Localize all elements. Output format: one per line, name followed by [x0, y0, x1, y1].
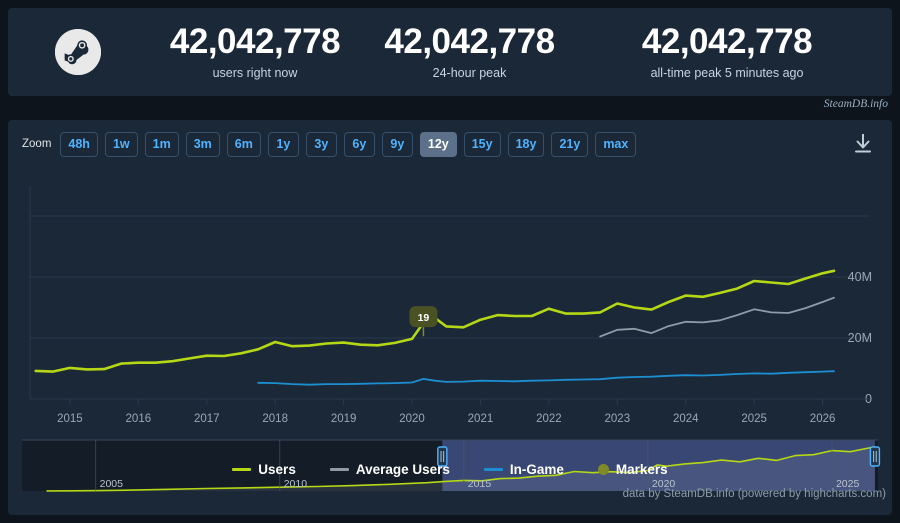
- legend-label: Average Users: [355, 461, 450, 477]
- zoom-button-21y[interactable]: 21y: [551, 131, 589, 157]
- navigator-area: [46, 447, 875, 491]
- x-axis-label: 2020: [399, 413, 425, 425]
- navigator-handle-left[interactable]: [437, 446, 448, 467]
- plot-area[interactable]: 0 20M 40M 2015 2016 2017 2018 2019 2020 2021 2022 2…: [8, 168, 892, 515]
- marker-badge[interactable]: [409, 306, 438, 328]
- zoom-button-group: 48h 1w 1m 3m 6m 1y 3y 6y 9y 12y 15y 18y 21y max: [60, 131, 643, 157]
- stat-all-time-peak: 42,042,778 all-time peak 5 minutes ago: [577, 21, 877, 82]
- navigator-year-label: 2005: [100, 478, 124, 490]
- zoom-button-1w[interactable]: 1w: [104, 131, 138, 157]
- x-axis-label: 2021: [468, 413, 494, 425]
- x-axis-label: 2016: [126, 413, 152, 425]
- navigator-handle-body[interactable]: [437, 446, 448, 467]
- x-axis-label: 2019: [331, 413, 357, 425]
- marker-badge-label: 19: [418, 312, 430, 324]
- legend-dot-icon: [597, 463, 609, 475]
- navigator-series-line: [46, 446, 876, 492]
- y-axis-label: 40M: [848, 270, 872, 284]
- zoom-button-1m[interactable]: 1m: [144, 131, 179, 157]
- x-axis-label: 2018: [262, 413, 288, 425]
- steam-logo-wrap: [8, 29, 148, 75]
- range-selector-bar: Zoom 48h 1w 1m 3m 6m 1y 3y 6y 9y 12y 15y 18y 21y max: [8, 120, 892, 168]
- zoom-button-12y[interactable]: 12y: [419, 131, 457, 157]
- x-axis-label: 2017: [194, 413, 220, 425]
- stat-value: 42,042,778: [169, 21, 341, 61]
- zoom-button-9y[interactable]: 9y: [381, 131, 413, 157]
- zoom-button-18y[interactable]: 18y: [507, 131, 545, 157]
- stat-users-right-now: 42,042,778 users right now: [148, 21, 362, 82]
- x-axis-label: 2015: [57, 413, 83, 425]
- y-axis-label: 20M: [848, 331, 872, 345]
- legend-line-icon: [232, 467, 252, 471]
- stat-label: users right now: [212, 65, 298, 80]
- stat-24-hour-peak: 42,042,778 24-hour peak: [362, 21, 577, 82]
- watermark: SteamDB.info: [823, 98, 888, 110]
- legend-item-average-users[interactable]: Average Users: [329, 461, 450, 477]
- legend-item-in-game[interactable]: In-Game: [483, 461, 564, 477]
- navigator-year-label: 2020: [652, 478, 676, 490]
- stats-panel: 42,042,778 users right now 42,042,778 24…: [8, 8, 892, 96]
- series-line-average-users[interactable]: [599, 296, 835, 338]
- zoom-button-3y[interactable]: 3y: [305, 131, 337, 157]
- navigator-year-label: 2025: [836, 478, 860, 490]
- series-line-in-game[interactable]: [257, 370, 835, 386]
- stat-label: all-time peak 5 minutes ago: [650, 65, 804, 80]
- x-axis-label: 2024: [673, 413, 699, 425]
- download-icon[interactable]: [852, 132, 874, 156]
- legend-item-markers[interactable]: Markers: [597, 461, 668, 477]
- zoom-button-max[interactable]: max: [595, 131, 637, 157]
- steam-logo: [55, 29, 101, 75]
- navigator-year-label: 2010: [284, 478, 308, 490]
- footer-credit: data by SteamDB.info (powered by highcha…: [622, 488, 886, 500]
- zoom-button-6y[interactable]: 6y: [343, 131, 375, 157]
- legend-label: Markers: [615, 461, 668, 477]
- x-axis-label: 2025: [741, 413, 767, 425]
- legend-item-users[interactable]: Users: [232, 462, 296, 477]
- zoom-button-6m[interactable]: 6m: [226, 131, 261, 157]
- zoom-button-15y[interactable]: 15y: [463, 131, 501, 157]
- chart-legend: Users Average Users In-Game Markers: [0, 458, 900, 480]
- zoom-button-3m[interactable]: 3m: [185, 131, 220, 157]
- stat-value: 42,042,778: [384, 21, 555, 61]
- x-axis-label: 2026: [810, 413, 836, 425]
- legend-label: Users: [258, 461, 296, 477]
- stat-value: 42,042,778: [641, 21, 813, 61]
- zoom-button-48h[interactable]: 48h: [60, 131, 98, 157]
- legend-label: In-Game: [509, 461, 564, 477]
- chart-card: Zoom 48h 1w 1m 3m 6m 1y 3y 6y 9y 12y 15y 18y 21y max …: [8, 120, 892, 515]
- x-axis-label: 2023: [605, 413, 631, 425]
- zoom-label: Zoom: [22, 138, 52, 150]
- legend-line-icon: [329, 467, 349, 471]
- navigator-handle-right[interactable]: [869, 446, 881, 467]
- navigator-year-label: 2015: [468, 478, 492, 490]
- stat-label: 24-hour peak: [432, 65, 507, 80]
- x-axis-label: 2022: [536, 413, 562, 425]
- marker-annotation[interactable]: 19: [409, 306, 438, 337]
- legend-line-icon: [483, 467, 503, 471]
- zoom-button-1y[interactable]: 1y: [267, 131, 299, 157]
- navigator-handle-body[interactable]: [869, 446, 881, 467]
